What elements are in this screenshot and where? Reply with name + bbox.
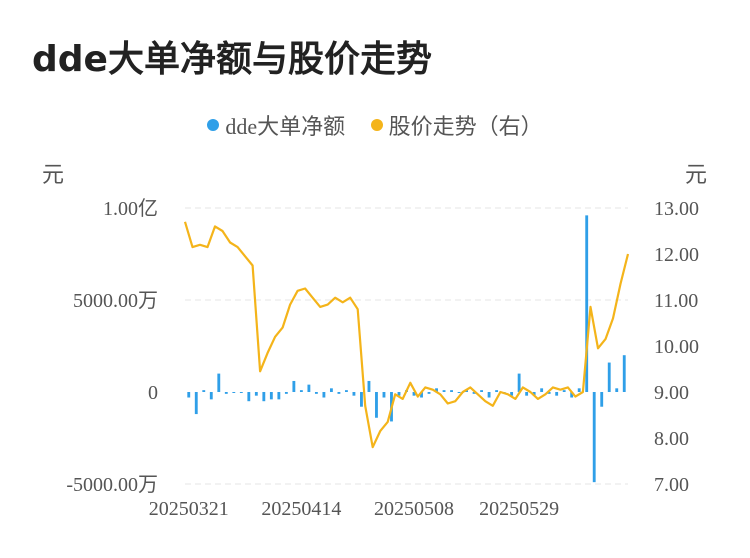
legend-dot-orange-icon: [370, 119, 383, 131]
dde-bar: [622, 355, 626, 392]
dde-bar: [382, 392, 386, 398]
dde-bar: [284, 392, 288, 394]
dde-bar: [570, 392, 574, 398]
x-tick-label: 20250508: [374, 498, 454, 520]
right-tick-label: 8.00: [654, 428, 689, 450]
dde-bar: [194, 392, 198, 415]
dde-bar: [585, 215, 589, 392]
dde-bar: [360, 392, 363, 407]
dde-bar: [277, 392, 281, 400]
right-tick-label: 9.00: [654, 382, 689, 404]
dde-bar: [209, 392, 213, 400]
dde-bar: [254, 392, 258, 396]
left-tick-label: 1.00亿: [103, 197, 158, 220]
x-tick-label: 20250529: [479, 498, 559, 520]
legend-dot-blue-icon: [207, 119, 220, 131]
x-tick-label: 20250414: [261, 498, 341, 520]
dde-bar: [329, 388, 333, 392]
dde-bar: [412, 392, 416, 396]
right-tick-label: 13.00: [654, 198, 699, 220]
dde-bar: [517, 373, 521, 392]
legend-item-price[interactable]: 股价走势（右）: [370, 109, 543, 141]
right-tick-label: 10.00: [654, 336, 699, 358]
dde-bar: [465, 390, 468, 392]
dde-bar: [239, 392, 243, 393]
dde-bar: [615, 388, 619, 392]
dde-bar: [540, 388, 544, 392]
dde-bar: [472, 392, 476, 394]
dde-bar: [232, 392, 236, 393]
dde-bar: [532, 392, 536, 396]
dde-bar: [345, 390, 348, 392]
dde-bar: [314, 392, 318, 394]
right-tick-label: 12.00: [654, 244, 699, 266]
right-tick-label: 7.00: [654, 474, 689, 496]
legend-label-price: 股价走势（右）: [388, 114, 543, 139]
dde-bar: [457, 392, 461, 393]
dde-bar: [555, 392, 559, 396]
dde-bar: [322, 392, 326, 398]
right-tick-label: 11.00: [654, 290, 698, 312]
dde-bar: [600, 392, 604, 407]
dde-bar: [397, 392, 401, 396]
dde-bar: [337, 392, 341, 394]
dde-bar: [420, 392, 423, 398]
dde-bar: [307, 384, 311, 392]
dde-bar: [450, 390, 453, 392]
dde-bar: [352, 392, 356, 396]
left-tick-label: 5000.00万: [73, 290, 158, 312]
dde-bar: [607, 362, 611, 392]
dde-bar: [202, 390, 206, 392]
legend-item-dde[interactable]: dde大单净额: [207, 109, 345, 141]
chart-title: dde大单净额与股价走势: [32, 39, 432, 80]
dde-bar: [367, 380, 371, 392]
dde-bar: [480, 390, 484, 392]
dde-bar: [427, 392, 431, 394]
left-tick-label: -5000.00万: [66, 474, 158, 496]
dde-bar: [247, 392, 251, 402]
dde-bar: [217, 373, 221, 392]
dde-bar: [435, 388, 438, 392]
x-tick-label: 20250321: [149, 498, 229, 520]
dde-bar: [562, 390, 566, 392]
left-axis-unit: 元: [42, 162, 65, 187]
legend-label-dde: dde大单净额: [225, 114, 346, 139]
dde-bar: [577, 388, 581, 392]
dde-bar: [547, 392, 551, 394]
dde-bar: [187, 392, 191, 398]
dde-bar: [592, 392, 596, 483]
dde-bar: [510, 392, 514, 396]
price-line: [183, 221, 630, 449]
dde-bar: [299, 390, 303, 392]
dde-bar: [292, 380, 296, 392]
dde-bar: [442, 390, 446, 392]
dde-bar: [487, 392, 491, 398]
dde-bar: [269, 392, 273, 400]
dde-bar: [375, 392, 378, 418]
dde-bar: [495, 390, 499, 392]
dde-bar: [262, 392, 266, 402]
right-axis-unit: 元: [685, 162, 708, 187]
dde-bar: [525, 392, 529, 396]
legend: dde大单净额 股价走势（右）: [0, 109, 750, 141]
dde-bar: [224, 392, 228, 394]
left-tick-label: 0: [148, 382, 158, 404]
